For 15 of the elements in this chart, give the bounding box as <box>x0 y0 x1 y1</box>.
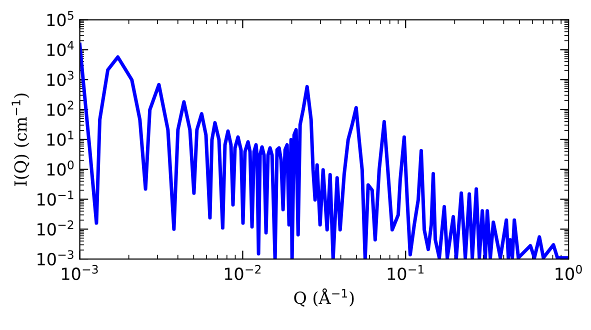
y-tick-label: 10$^{−1}$ <box>38 190 74 206</box>
y-tick-label: 10$^{3}$ <box>47 70 74 86</box>
y-tick-label: 10$^{1}$ <box>47 130 74 146</box>
y-tick-label: 10$^{4}$ <box>47 41 74 56</box>
x-axis-title: Q (Å$^{−1}$) <box>294 288 354 307</box>
y-tick-label: 10$^{−2}$ <box>38 220 74 236</box>
y-tick-label: 10$^{0}$ <box>47 160 74 176</box>
y-tick-label: 10$^{5}$ <box>47 11 74 26</box>
y-axis-title: I(Q) (cm$^{−1}$) <box>12 94 30 186</box>
y-tick-label: 10$^{−3}$ <box>38 250 74 266</box>
x-tick-label: 10$^{−2}$ <box>224 264 261 280</box>
x-tick-label: 10$^{−3}$ <box>62 264 98 280</box>
y-tick-label: 10$^{2}$ <box>47 100 74 116</box>
x-tick-label: 10$^{0}$ <box>556 264 582 280</box>
x-tick-label: 10$^{−1}$ <box>388 265 424 280</box>
